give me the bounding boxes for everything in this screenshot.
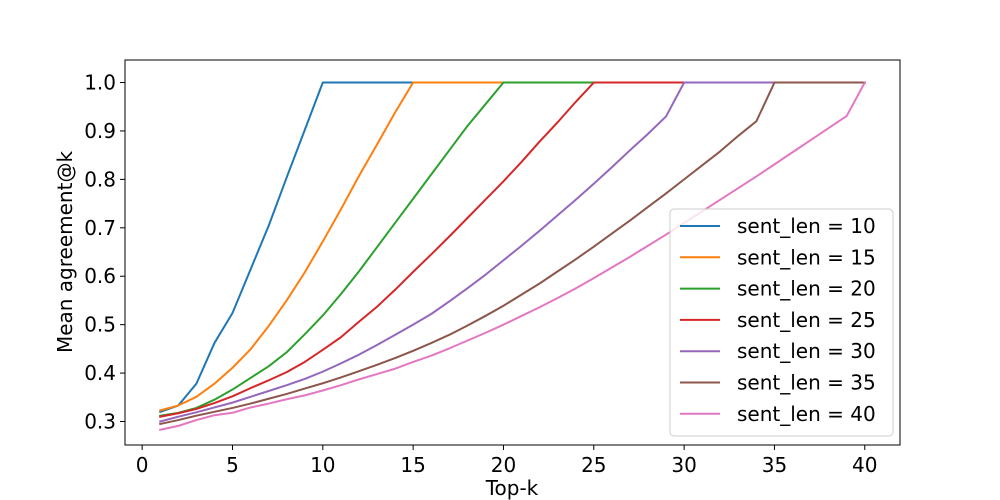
x-tick-label: 30 bbox=[671, 453, 696, 477]
x-tick-label: 15 bbox=[400, 453, 425, 477]
legend-label: sent_len = 25 bbox=[737, 308, 876, 332]
y-tick-label: 0.3 bbox=[84, 410, 116, 434]
legend: sent_len = 10 sent_len = 15 sent_len = 20 s… bbox=[669, 208, 894, 437]
x-tick-label: 40 bbox=[852, 453, 877, 477]
x-tick-label: 25 bbox=[581, 453, 606, 477]
series-line-6 bbox=[159, 81, 867, 431]
y-tick-label: 0.6 bbox=[84, 264, 116, 288]
y-tick-label: 0.7 bbox=[84, 216, 116, 240]
y-tick-label: 0.8 bbox=[84, 167, 116, 191]
plot-frame bbox=[124, 59, 901, 446]
series-line-5 bbox=[159, 81, 866, 426]
legend-label: sent_len = 30 bbox=[737, 339, 876, 363]
legend-label: sent_len = 40 bbox=[737, 402, 876, 426]
series-lines bbox=[158, 81, 867, 431]
legend-label: sent_len = 15 bbox=[737, 245, 876, 269]
y-tick-label: 0.5 bbox=[84, 313, 116, 337]
y-axis-label: Mean agreement@k bbox=[53, 151, 77, 353]
x-axis-ticks: 0 5 10 15 20 25 30 35 40 bbox=[136, 445, 877, 477]
y-axis-ticks: 0.3 0.4 0.5 0.6 0.7 0.8 0.9 1.0 bbox=[84, 71, 125, 434]
y-tick-label: 1.0 bbox=[84, 71, 116, 95]
legend-label: sent_len = 35 bbox=[737, 371, 876, 395]
x-tick-label: 0 bbox=[136, 453, 149, 477]
legend-box bbox=[669, 208, 894, 437]
series-line-4 bbox=[159, 81, 866, 423]
x-tick-label: 10 bbox=[310, 453, 335, 477]
legend-label: sent_len = 20 bbox=[737, 277, 876, 301]
x-tick-label: 5 bbox=[226, 453, 239, 477]
y-tick-label: 0.9 bbox=[84, 119, 116, 143]
x-axis-label: Top-k bbox=[485, 476, 539, 500]
x-tick-label: 20 bbox=[491, 453, 516, 477]
x-tick-label: 35 bbox=[762, 453, 787, 477]
legend-label: sent_len = 10 bbox=[737, 214, 876, 238]
y-tick-label: 0.4 bbox=[84, 361, 116, 385]
